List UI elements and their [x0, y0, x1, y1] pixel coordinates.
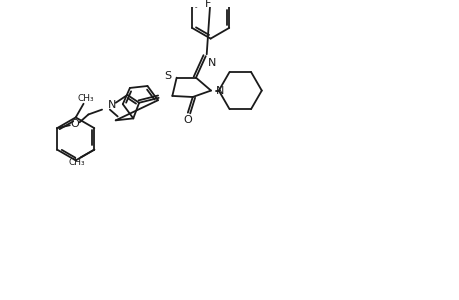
Text: CH₃: CH₃ — [68, 158, 85, 167]
Text: S: S — [164, 71, 171, 81]
Text: CH₃: CH₃ — [77, 94, 94, 103]
Text: N: N — [215, 85, 224, 96]
Text: O: O — [70, 119, 79, 129]
Text: O: O — [183, 116, 192, 125]
Text: N: N — [207, 58, 216, 68]
Text: N: N — [107, 100, 116, 110]
Text: F: F — [204, 0, 210, 9]
